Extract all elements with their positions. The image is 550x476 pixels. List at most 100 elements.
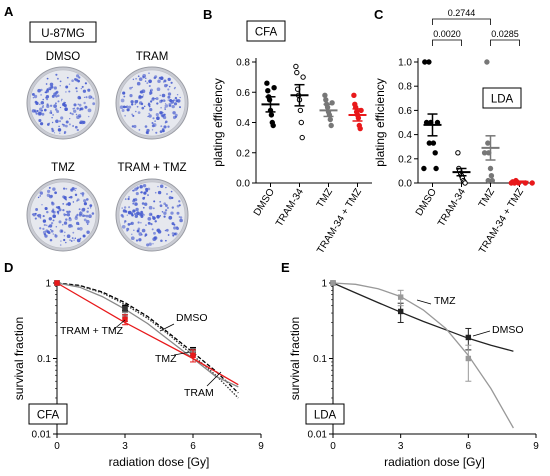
colony [153,76,157,80]
colony [65,124,68,128]
colony [176,226,178,228]
y-tick-label: 1 [45,279,51,290]
colony [140,102,144,106]
colony [137,221,140,224]
colony [68,83,71,85]
colony [144,235,147,237]
colony [176,93,179,96]
colony [85,219,90,224]
colony [132,209,136,213]
leader-line [472,330,491,337]
x-tick-label: TRAM-34 [436,186,468,228]
y-tick-label: 0.6 [236,88,250,99]
colony [68,224,72,228]
colony [160,99,164,102]
colony [85,214,89,218]
y-tick-label: 0.2 [398,154,412,165]
colony [142,206,145,209]
colony [78,103,82,107]
colony [134,202,138,206]
colony [69,112,72,115]
colony [130,236,135,241]
colony [34,100,38,104]
significance-bracket [432,39,462,46]
colony [53,104,57,108]
data-point [433,165,439,172]
colony [65,85,69,89]
leader-line [173,351,191,356]
method-box [482,87,522,109]
colony [148,84,151,88]
data-point [270,122,276,129]
colony [142,94,145,96]
y-axis-label: survival fraction [288,317,302,400]
colony [64,231,66,234]
colony [164,204,168,207]
colony [154,191,157,194]
colony [136,81,141,86]
data-point [264,80,270,86]
colony [80,238,82,240]
colony [179,106,181,109]
colony [178,200,181,203]
colony [123,206,127,209]
colony [139,212,144,216]
colony [56,77,59,80]
colony [149,93,151,95]
colony [55,73,58,76]
colony [86,223,89,226]
colony [149,100,153,103]
x-tick-label: 3 [398,441,404,452]
colony [149,88,154,92]
colony [84,105,88,109]
colony [133,212,137,216]
colony [33,94,38,99]
colony [122,91,126,95]
colony [75,187,77,190]
colony [151,97,155,101]
colony [159,215,162,217]
colony [119,105,124,109]
colony [58,125,60,128]
colony [43,223,46,227]
colony [31,109,36,113]
data-point [487,165,494,172]
dish-plate [29,69,97,137]
colony [36,109,39,113]
leader-line [159,323,175,332]
colony [40,110,43,112]
colony [67,202,71,206]
panel-label-e: E [281,260,290,275]
data-point [397,308,404,315]
fit-curve [56,282,239,399]
leader-line [206,371,222,387]
colony [156,216,160,219]
colony [179,96,181,99]
colony [136,186,140,189]
colony [154,120,156,122]
data-point [485,140,491,146]
colony [152,243,154,245]
colony [164,107,166,109]
colony [146,82,149,85]
colony [165,239,167,242]
data-point [357,125,363,132]
colony [141,106,145,110]
x-tick-label: 9 [258,441,264,452]
colony [50,229,52,231]
colony [173,226,177,230]
colony [132,199,136,203]
colony [144,80,147,82]
colony [58,120,62,123]
colony [176,99,181,103]
colony [52,113,55,116]
colony [137,227,141,231]
colony [154,220,157,223]
colony [35,112,38,115]
colony [74,193,78,197]
colony [128,196,130,198]
colony [157,79,161,83]
colony [151,129,154,131]
colony [41,204,43,206]
colony [62,123,64,126]
